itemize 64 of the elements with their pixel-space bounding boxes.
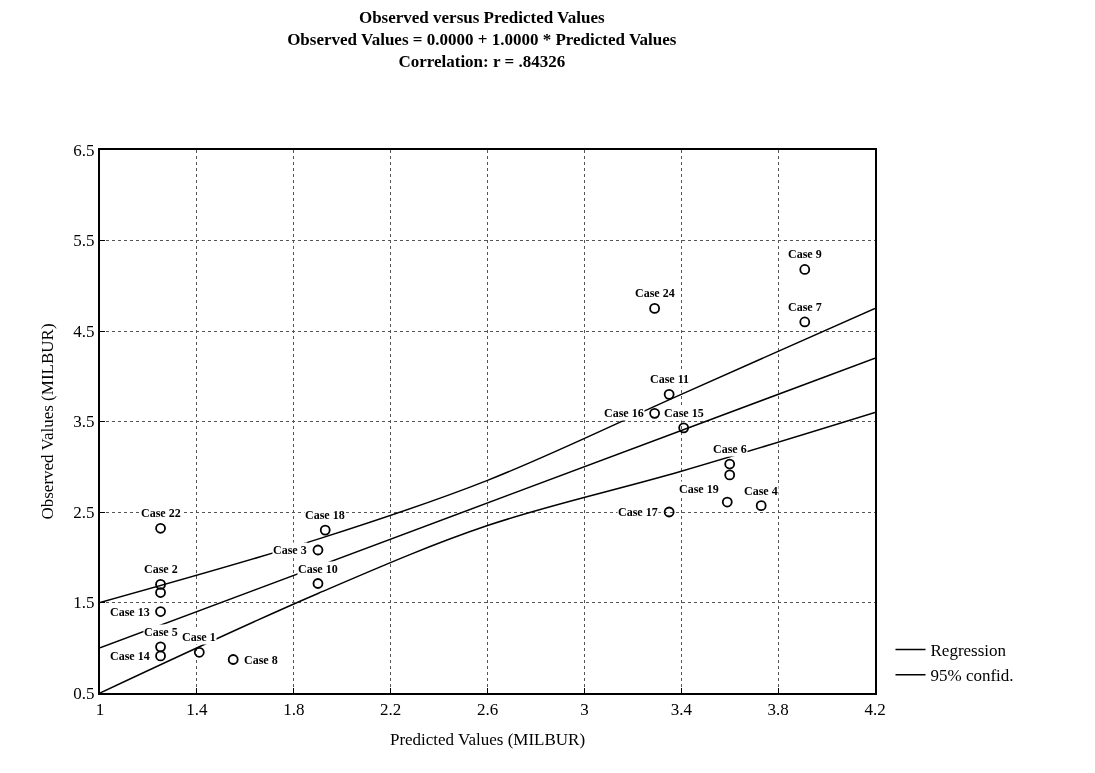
x-tick-label: 1.4 — [186, 700, 209, 720]
point — [649, 302, 661, 314]
point — [227, 654, 239, 665]
point — [724, 458, 736, 470]
annotation: Case 5 — [144, 625, 178, 639]
annotation: Case 6 — [713, 442, 747, 456]
annotation: Case 16 — [604, 406, 644, 420]
legend-label: 95% confid. — [930, 666, 1014, 686]
y-tick-label: 5.5 — [73, 231, 95, 251]
point — [155, 587, 166, 598]
point — [155, 522, 166, 534]
annotation: Case 1 — [182, 630, 216, 644]
legend-label: Regression — [930, 641, 1007, 661]
x-tick-label: 4.2 — [864, 700, 886, 720]
x-axis-title: Predicted Values (MILBUR) — [389, 730, 586, 750]
point — [663, 506, 675, 518]
annotation: Case 14 — [110, 649, 150, 663]
x-tick-label: 3.4 — [670, 700, 693, 720]
annotation: Case 7 — [788, 300, 822, 314]
point — [649, 407, 661, 419]
annotation: Case 10 — [298, 562, 338, 576]
point — [155, 641, 166, 653]
x-tick-label: 3.8 — [767, 700, 789, 720]
point — [319, 524, 331, 536]
annotation: Case 9 — [788, 247, 822, 261]
point — [721, 496, 733, 508]
point — [193, 646, 205, 658]
x-tick-label: 2.6 — [476, 700, 499, 720]
annotation: Case 2 — [144, 562, 178, 576]
annotation: Case 4 — [744, 484, 778, 498]
annotation: Case 11 — [650, 372, 689, 386]
y-tick-label: 2.5 — [73, 502, 95, 522]
y-tick-label: 3.5 — [73, 412, 95, 432]
x-tick-label: 3 — [580, 700, 589, 720]
annotation: Case 15 — [664, 406, 704, 420]
y-tick-label: 4.5 — [73, 321, 95, 341]
point — [155, 579, 166, 590]
y-axis-title: Observed Values (MILBUR) — [38, 323, 58, 520]
y-tick-label: 0.5 — [73, 683, 95, 703]
y-tick-label: 1.5 — [73, 593, 95, 613]
point — [755, 500, 767, 512]
point — [155, 606, 166, 617]
point — [678, 422, 690, 434]
annotation: Case 24 — [635, 286, 675, 300]
y-tick-label: 6.5 — [73, 140, 95, 160]
chart-title: Observed versus Predicted Values — [358, 8, 606, 28]
x-tick-label: 1 — [95, 700, 105, 720]
annotation: Case 13 — [110, 605, 150, 619]
point — [155, 650, 166, 662]
point — [799, 264, 811, 275]
annotation: Case 3 — [273, 543, 307, 557]
annotation: Case 19 — [679, 482, 719, 496]
chart-subtitle: Observed Values = 0.0000 + 1.0000 * Predicted Values Correlation: r = .84326 — [287, 30, 677, 72]
point — [724, 469, 736, 481]
point — [312, 578, 324, 589]
annotation: Case 22 — [141, 506, 181, 520]
annotation: Case 8 — [244, 653, 278, 667]
point — [312, 544, 324, 556]
x-tick-label: 2.2 — [380, 700, 402, 720]
annotation: Case 17 — [618, 505, 658, 519]
x-tick-label: 1.8 — [283, 700, 305, 720]
point — [663, 388, 675, 400]
point — [799, 316, 811, 328]
annotation: Case 18 — [305, 508, 345, 522]
